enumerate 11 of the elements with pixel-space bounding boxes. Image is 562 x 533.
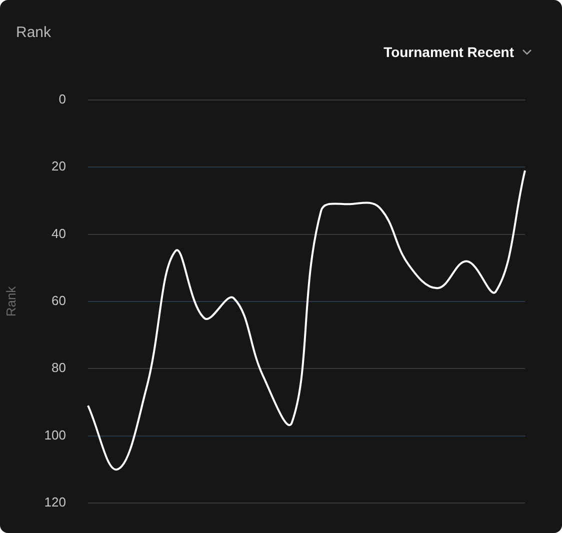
y-axis-title: Rank xyxy=(3,286,18,317)
y-tick-label: 20 xyxy=(52,158,66,174)
y-tick-label: 40 xyxy=(52,226,66,241)
y-tick-label: 80 xyxy=(52,360,66,376)
y-tick-label: 0 xyxy=(58,92,66,107)
y-tick-label: 60 xyxy=(52,293,66,308)
chart-subtitle: Tournament Recent xyxy=(384,44,514,60)
line-series xyxy=(87,170,526,470)
chart-title: Rank xyxy=(16,24,52,41)
y-tick-label: 120 xyxy=(44,494,66,510)
y-tick-label: 100 xyxy=(44,427,66,442)
